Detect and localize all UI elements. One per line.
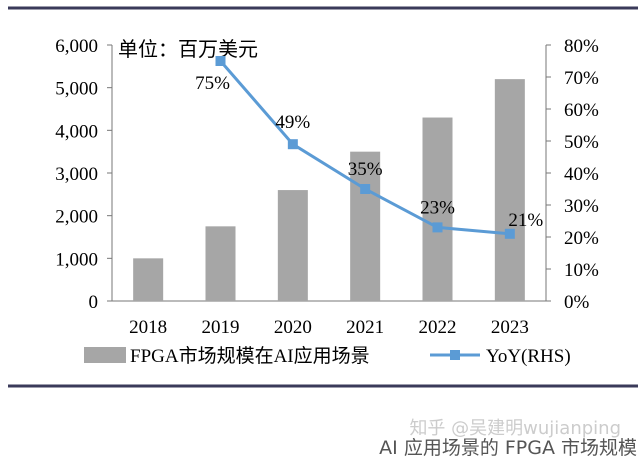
yoy-marker-2023	[504, 228, 515, 239]
left-tick-label: 2,000	[55, 207, 98, 228]
chart-svg: 单位：百万美元 0 1,000 2,000 3,000 4,000 5,000 6,000 0…	[8, 6, 638, 388]
yoy-marker-2022	[432, 222, 443, 233]
right-tick-label: 40%	[564, 164, 599, 185]
right-tick-label: 0%	[564, 292, 590, 313]
watermark: 知乎 @吴建明wujianping	[409, 418, 621, 439]
yoy-marker-2020	[287, 139, 298, 150]
left-tick-label: 3,000	[55, 164, 98, 185]
legend-line-label: YoY(RHS)	[486, 346, 571, 367]
legend-bar-swatch	[84, 347, 126, 363]
right-tick-label: 30%	[564, 196, 599, 217]
right-tick-label: 70%	[564, 68, 599, 89]
yoy-data-label: 21%	[508, 210, 543, 231]
yoy-marker-2019	[215, 56, 226, 66]
x-tick-label: 2021	[346, 317, 384, 338]
x-tick-label: 2020	[274, 317, 312, 338]
bar-2019	[205, 226, 236, 301]
caption: AI 应用场景的 FPGA 市场规模	[379, 437, 637, 459]
right-tick-label: 10%	[564, 260, 599, 281]
unit-note: 单位：百万美元	[118, 38, 258, 61]
bar-2021	[350, 151, 381, 301]
yoy-data-label: 35%	[348, 159, 383, 180]
right-tick-label: 20%	[564, 228, 599, 249]
right-tick-label: 80%	[564, 36, 599, 57]
left-tick-label: 4,000	[55, 121, 98, 142]
bar-2018	[133, 258, 164, 301]
x-tick-label: 2018	[129, 317, 167, 338]
bar-2020	[277, 190, 308, 301]
legend-bar-label: FPGA市场规模在AI应用场景	[130, 345, 370, 367]
yoy-data-label: 23%	[420, 197, 455, 218]
yoy-marker-2021	[360, 184, 371, 194]
x-tick-label: 2022	[419, 317, 457, 338]
bar-2023	[494, 79, 525, 301]
x-tick-label: 2019	[202, 317, 240, 338]
legend-line-marker	[450, 350, 460, 360]
bar-2022	[422, 117, 453, 302]
left-tick-label: 0	[89, 292, 99, 313]
left-tick-label: 1,000	[55, 249, 98, 270]
left-tick-label: 6,000	[55, 36, 98, 57]
right-tick-label: 60%	[564, 100, 599, 121]
x-tick-label: 2023	[491, 317, 529, 338]
yoy-data-label: 49%	[275, 112, 310, 133]
right-tick-label: 50%	[564, 132, 599, 153]
yoy-data-label: 75%	[195, 73, 230, 94]
left-tick-label: 5,000	[55, 79, 98, 100]
